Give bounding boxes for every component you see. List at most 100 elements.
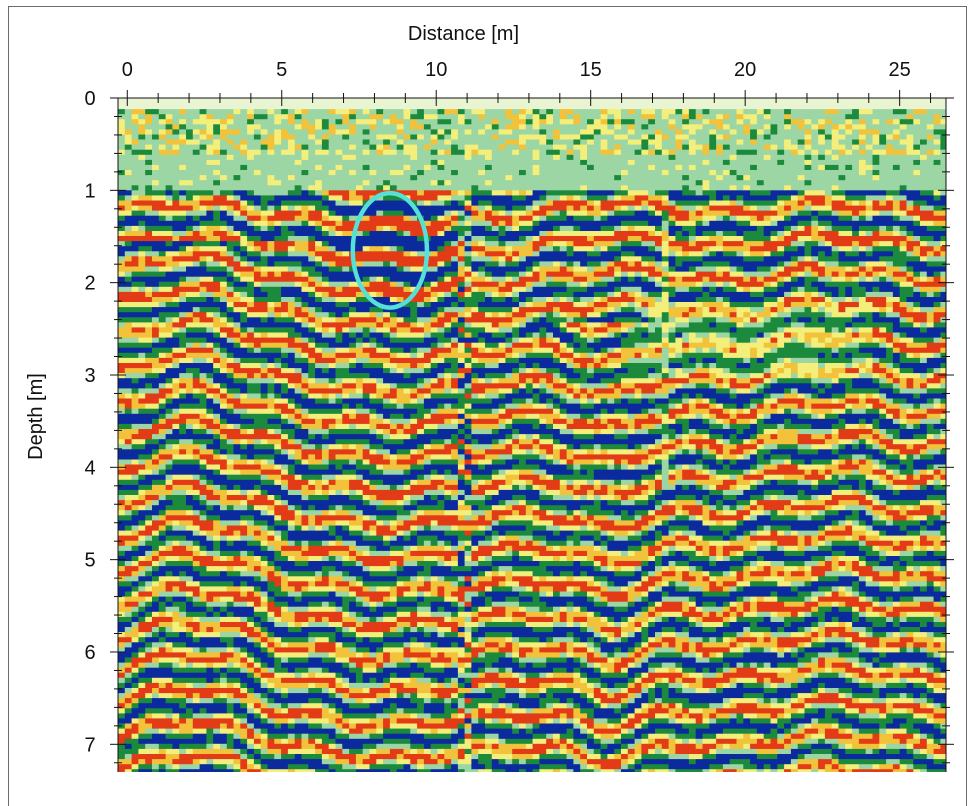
- radargram-cell: [308, 489, 316, 496]
- radargram-cell: [138, 743, 146, 750]
- radargram-cell: [192, 596, 201, 603]
- radargram-cell: [301, 286, 309, 293]
- radargram-cell: [206, 535, 214, 542]
- radargram-cell: [349, 134, 357, 141]
- radargram-cell: [294, 251, 303, 257]
- radargram-cell: [179, 708, 187, 714]
- radargram-cell: [158, 647, 167, 654]
- radargram-cell: [287, 505, 296, 511]
- radargram-cell: [301, 713, 309, 720]
- radargram-cell: [308, 159, 316, 166]
- radargram-cell: [308, 439, 316, 445]
- radargram-cell: [172, 703, 180, 709]
- radargram-cell: [240, 622, 248, 628]
- radargram-cell: [321, 434, 330, 440]
- radargram-cell: [186, 561, 194, 567]
- radargram-cell: [213, 754, 221, 760]
- radargram-cell: [199, 236, 207, 242]
- radargram-cell: [220, 464, 228, 471]
- radargram-cell: [220, 723, 228, 730]
- radargram-cell: [247, 418, 255, 425]
- radargram-cell: [192, 764, 201, 770]
- radargram-cell: [118, 540, 126, 547]
- radargram-cell: [118, 327, 126, 334]
- radargram-cell: [220, 134, 228, 141]
- radargram-cell: [118, 489, 126, 496]
- radargram-cell: [199, 495, 207, 501]
- radargram-cell: [349, 302, 357, 308]
- radargram-cell: [355, 682, 364, 689]
- radargram-cell: [158, 363, 167, 369]
- radargram-cell: [308, 748, 316, 755]
- radargram-cell: [186, 347, 194, 354]
- radargram-cell: [308, 246, 316, 252]
- radargram-cell: [192, 657, 201, 664]
- radargram-cell: [206, 647, 214, 654]
- radargram-cell: [206, 662, 214, 669]
- radargram-cell: [186, 185, 194, 191]
- radargram-cell: [301, 657, 309, 664]
- radargram-cell: [281, 408, 289, 415]
- radargram-cell: [179, 530, 187, 537]
- radargram-cell: [145, 317, 153, 323]
- radargram-cell: [226, 561, 235, 567]
- radargram-cell: [274, 159, 282, 166]
- radargram-cell: [301, 505, 309, 511]
- radargram-cell: [301, 236, 309, 242]
- radargram-cell: [172, 677, 180, 684]
- radargram-cell: [172, 271, 180, 278]
- radargram-cell: [220, 302, 228, 308]
- radargram-cell: [267, 251, 275, 257]
- radargram-cell: [192, 459, 201, 466]
- radargram-cell: [362, 606, 371, 613]
- radargram-cell: [335, 236, 343, 242]
- radargram-cell: [342, 459, 350, 466]
- radargram-cell: [308, 434, 316, 440]
- radargram-cell: [138, 312, 146, 318]
- radargram-cell: [172, 733, 180, 740]
- radargram-cell: [281, 591, 289, 598]
- radargram-cell: [165, 652, 173, 659]
- radargram-cell: [145, 368, 153, 374]
- radargram-cell: [124, 637, 133, 643]
- radargram-cell: [315, 413, 323, 420]
- radargram-cell: [321, 429, 330, 435]
- radargram-cell: [287, 459, 296, 466]
- radargram-cell: [301, 596, 309, 603]
- radargram-cell: [294, 596, 303, 603]
- radargram-cell: [213, 591, 221, 598]
- radargram-cell: [328, 769, 337, 772]
- radargram-cell: [124, 535, 133, 542]
- radargram-cell: [233, 312, 241, 318]
- radargram-cell: [240, 484, 248, 491]
- radargram-cell: [124, 505, 133, 511]
- radargram-cell: [267, 114, 275, 120]
- radargram-cell: [179, 357, 187, 364]
- radargram-cell: [220, 459, 228, 466]
- radargram-cell: [179, 520, 187, 527]
- radargram-cell: [118, 688, 126, 694]
- radargram-cell: [199, 398, 207, 405]
- radargram-cell: [118, 109, 126, 115]
- radargram-cell: [186, 129, 194, 136]
- radargram-cell: [172, 180, 180, 186]
- radargram-cell: [355, 134, 364, 141]
- radargram-cell: [369, 698, 377, 704]
- radargram-cell: [335, 180, 343, 186]
- radargram-cell: [233, 459, 241, 466]
- radargram-cell: [294, 225, 303, 232]
- radargram-cell: [247, 484, 255, 491]
- radargram-cell: [247, 530, 255, 537]
- radargram-cell: [124, 312, 133, 318]
- radargram-cell: [165, 642, 173, 648]
- radargram-cell: [369, 200, 377, 207]
- radargram-cell: [240, 388, 248, 395]
- radargram-cell: [267, 561, 275, 567]
- radargram-cell: [321, 246, 330, 252]
- radargram-cell: [355, 657, 364, 664]
- radargram-cell: [118, 195, 126, 202]
- radargram-cell: [349, 175, 357, 181]
- radargram-cell: [233, 652, 241, 659]
- radargram-cell: [220, 647, 228, 654]
- radargram-cell: [274, 464, 282, 471]
